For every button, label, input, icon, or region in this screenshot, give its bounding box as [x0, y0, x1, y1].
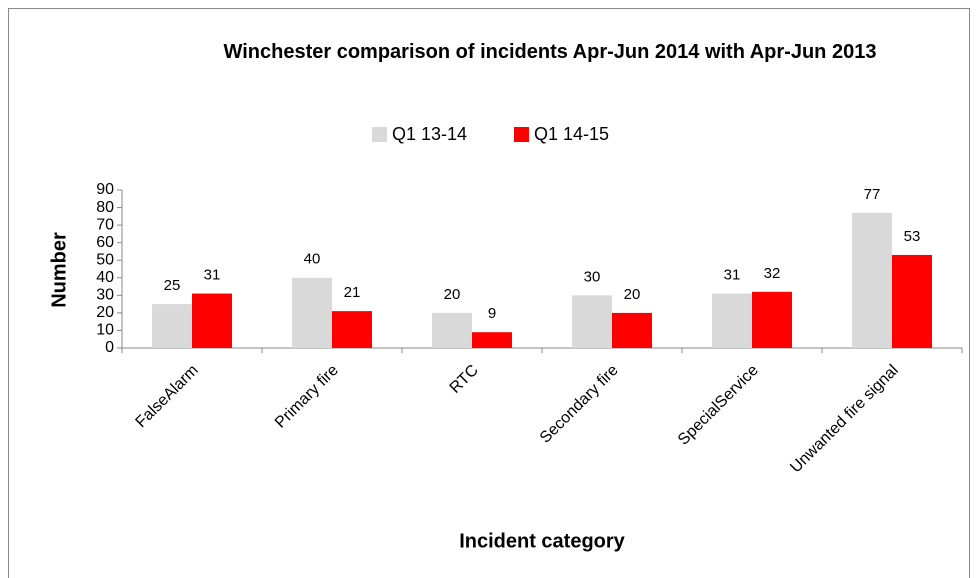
y-tick-label: 50	[96, 251, 114, 268]
bar	[192, 293, 232, 348]
y-tick-label: 30	[96, 287, 114, 304]
data-label: 77	[864, 186, 881, 203]
data-label: 20	[444, 286, 461, 303]
y-tick-label: 90	[96, 181, 114, 198]
y-tick-label: 0	[105, 339, 114, 356]
y-tick-label: 70	[96, 216, 114, 233]
x-tick-label: SpecialService	[675, 362, 762, 449]
bar	[152, 304, 192, 348]
data-label: 30	[584, 268, 601, 285]
bar	[292, 277, 332, 348]
data-label: 25	[164, 277, 181, 294]
x-tick-label: Unwanted fire signal	[787, 362, 902, 477]
x-axis-label: Incident category	[459, 530, 625, 552]
y-tick-label: 10	[96, 322, 114, 339]
legend-swatch	[372, 127, 387, 142]
data-label: 32	[764, 265, 781, 282]
legend-label: Q1 14-15	[534, 124, 609, 144]
bar	[432, 312, 472, 348]
chart-border	[8, 8, 970, 578]
y-axis-label: Number	[48, 232, 70, 308]
data-label: 9	[488, 305, 496, 322]
x-tick-label: RTC	[447, 362, 482, 397]
legend-label: Q1 13-14	[392, 124, 467, 144]
bar	[712, 293, 752, 348]
x-tick-label: Secondary fire	[537, 362, 622, 447]
data-label: 31	[724, 267, 741, 284]
bar	[612, 312, 652, 348]
y-tick-label: 40	[96, 269, 114, 286]
y-tick-label: 60	[96, 234, 114, 251]
x-tick-label: Primary fire	[272, 362, 342, 432]
chart-title: Winchester comparison of incidents Apr-J…	[223, 41, 877, 63]
x-tick-label: FalseAlarm	[133, 362, 202, 431]
bar	[852, 212, 892, 348]
bar	[752, 291, 792, 348]
bar	[472, 332, 512, 348]
data-label: 53	[904, 228, 921, 245]
y-tick-label: 80	[96, 199, 114, 216]
bar	[572, 295, 612, 348]
bar	[332, 311, 372, 348]
data-label: 40	[304, 251, 321, 268]
legend-swatch	[514, 127, 529, 142]
y-tick-label: 20	[96, 304, 114, 321]
bar	[892, 254, 932, 348]
data-label: 20	[624, 286, 641, 303]
data-label: 31	[204, 267, 221, 284]
data-label: 21	[344, 284, 361, 301]
